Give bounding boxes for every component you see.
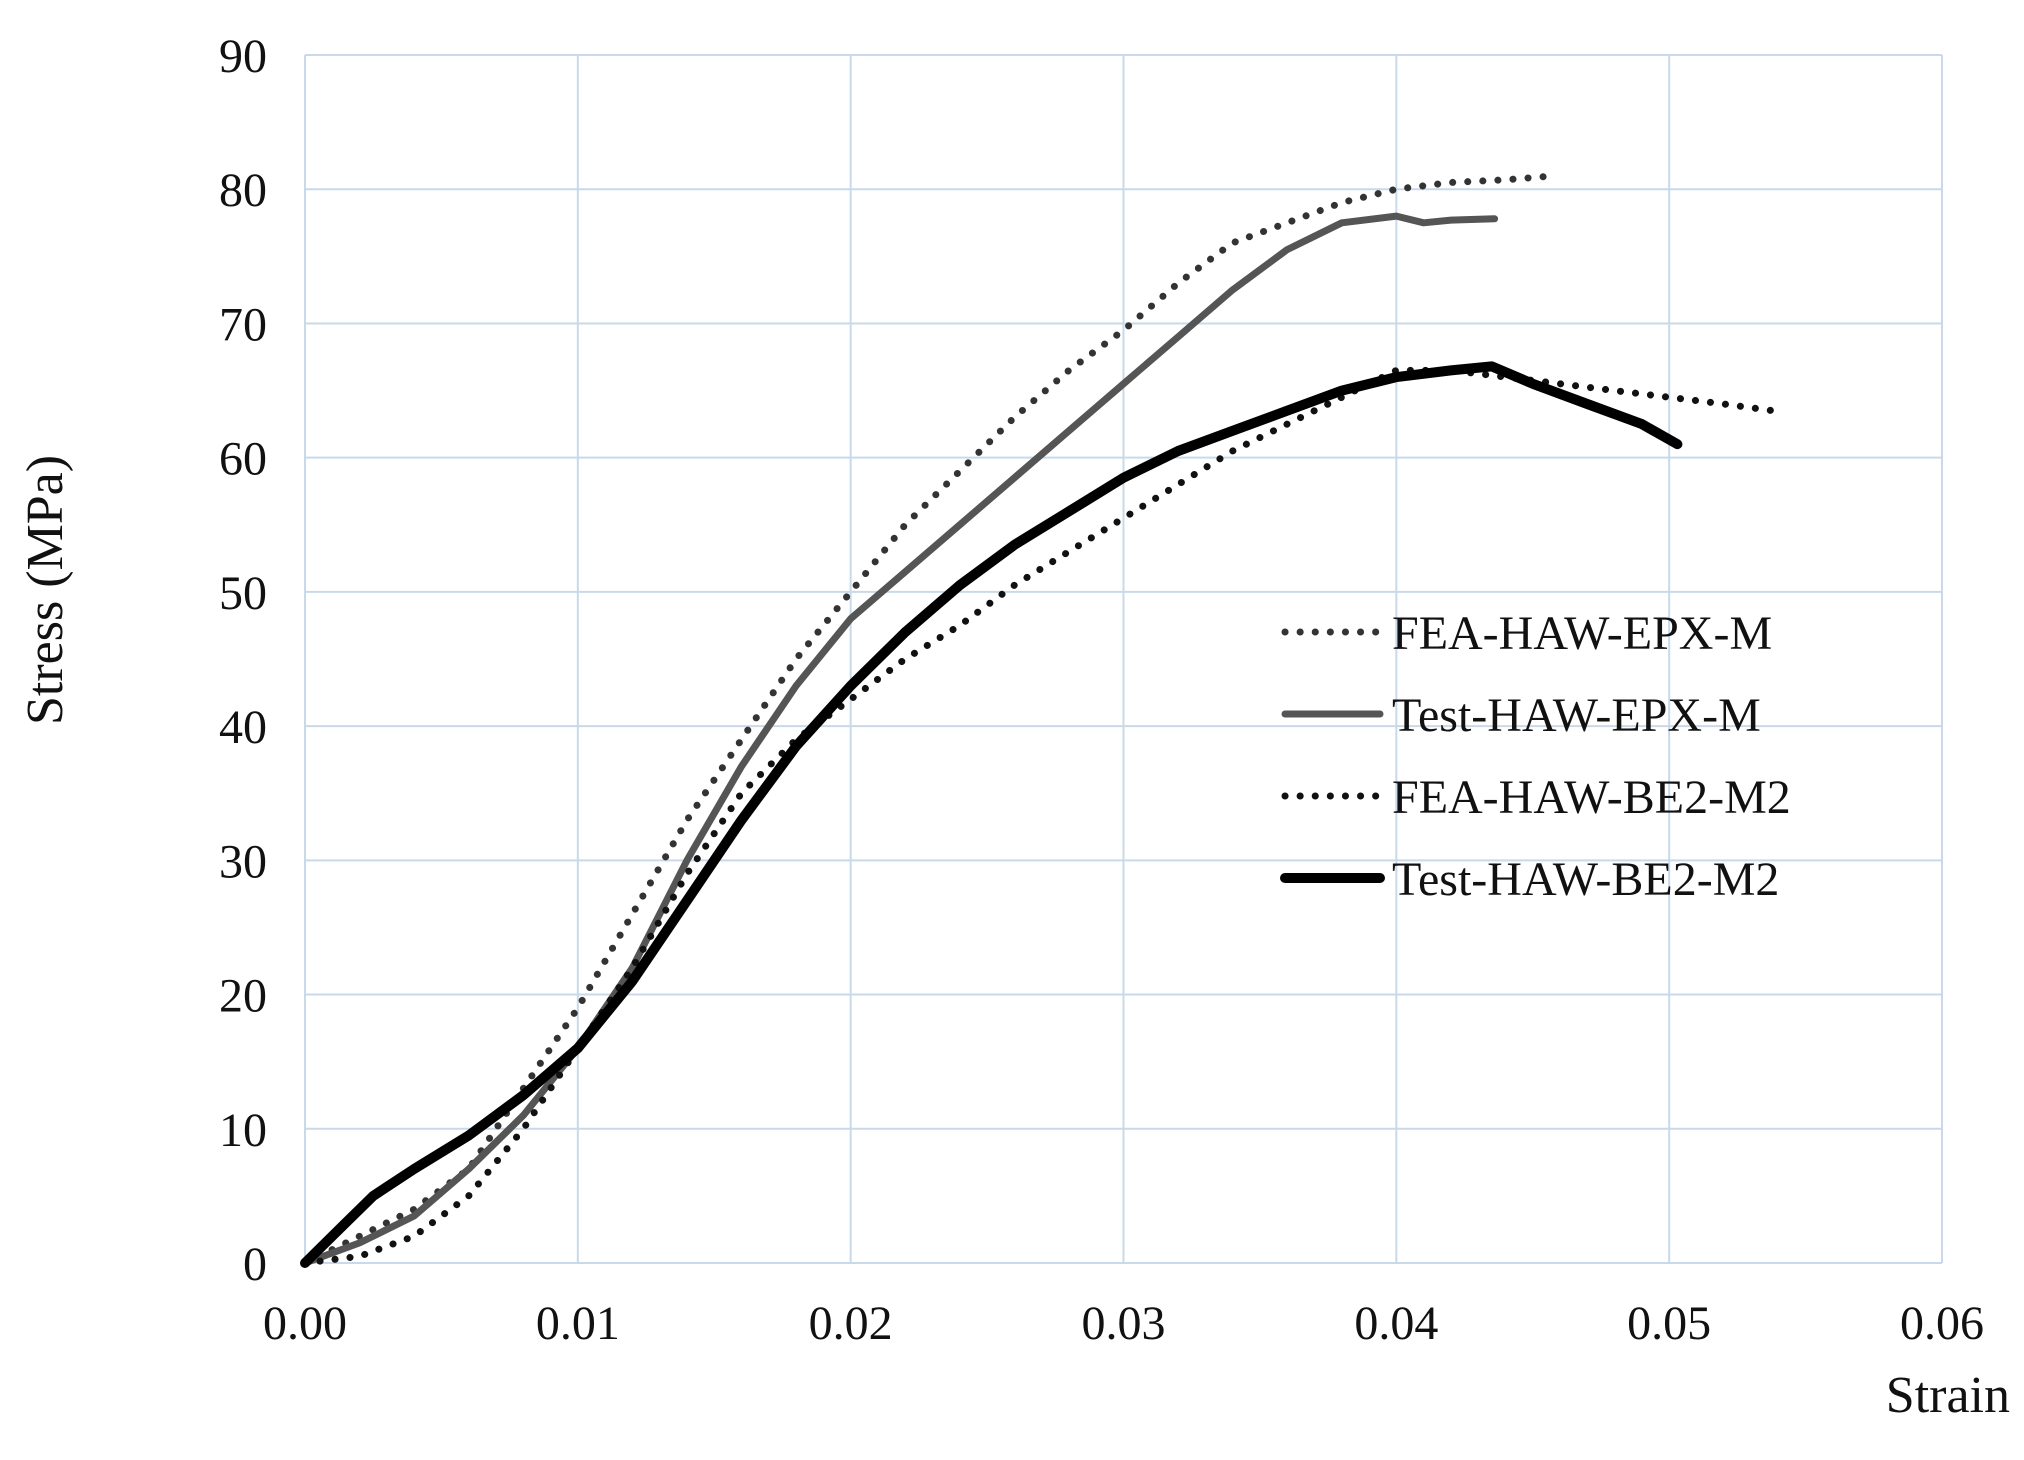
y-tick-label: 0 — [243, 1238, 267, 1291]
x-tick-label: 0.04 — [1354, 1297, 1438, 1350]
x-tick-label: 0.02 — [809, 1297, 893, 1350]
y-tick-label: 50 — [219, 567, 267, 620]
x-tick-label: 0.06 — [1900, 1297, 1984, 1350]
x-tick-label: 0.03 — [1082, 1297, 1166, 1350]
y-tick-label: 60 — [219, 433, 267, 486]
series-line-test-haw-epx-m — [301, 212, 1499, 1267]
y-tick-label: 70 — [219, 298, 267, 351]
y-tick-label: 80 — [219, 164, 267, 217]
y-tick-labels: 0 10 20 30 40 50 60 70 80 90 — [219, 30, 267, 1291]
y-tick-label: 20 — [219, 970, 267, 1023]
legend: FEA-HAW-EPX-M Test-HAW-EPX-M FEA-HAW-BE2-M… — [1280, 607, 1791, 906]
x-tick-label: 0.05 — [1627, 1297, 1711, 1350]
series-line-fea-haw-epx-m — [301, 172, 1559, 1267]
x-tick-label: 0.01 — [536, 1297, 620, 1350]
legend-label-fea-haw-be2-m2: FEA-HAW-BE2-M2 — [1392, 771, 1791, 824]
legend-label-test-haw-epx-m: Test-HAW-EPX-M — [1392, 689, 1761, 742]
series-line-test-haw-be2-m2 — [300, 361, 1683, 1268]
y-tick-label: 10 — [219, 1104, 267, 1157]
axes — [304, 55, 1942, 1264]
y-tick-label: 90 — [219, 30, 267, 83]
legend-label-test-haw-be2-m2: Test-HAW-BE2-M2 — [1392, 853, 1779, 906]
series-layer — [300, 172, 1777, 1268]
x-axis-title: Strain — [1886, 1367, 2010, 1424]
y-tick-label: 30 — [219, 835, 267, 888]
x-tick-label: 0.00 — [263, 1297, 347, 1350]
y-axis-title: Stress (MPa) — [17, 455, 74, 725]
x-tick-labels: 0.00 0.01 0.02 0.03 0.04 0.05 0.06 — [263, 1297, 1984, 1350]
y-tick-label: 40 — [219, 701, 267, 754]
legend-label-fea-haw-epx-m: FEA-HAW-EPX-M — [1392, 607, 1772, 660]
